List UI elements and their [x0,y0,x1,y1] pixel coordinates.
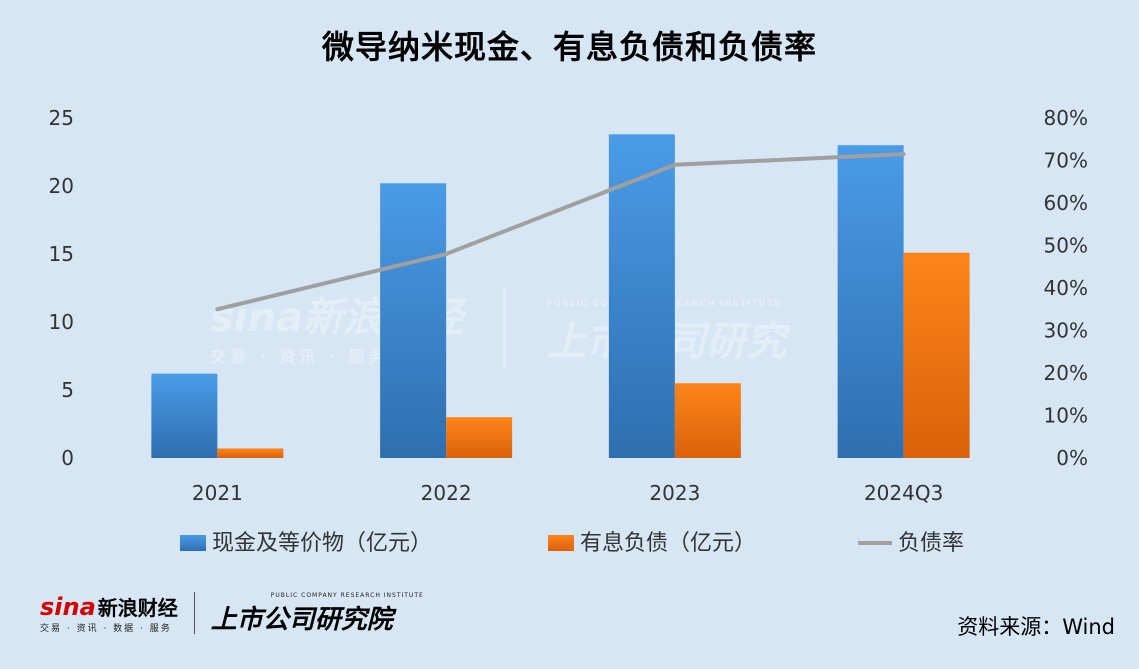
y2-tick-label: 50% [1044,234,1088,258]
research-logo-sub: PUBLIC COMPANY RESEARCH INSTITUTE [270,592,424,599]
legend: 现金及等价物（亿元） 有息负债（亿元） 负债率 [180,531,964,556]
ratio-point-2024Q3 [901,152,906,157]
legend-label-ratio: 负债率 [898,531,964,556]
research-logo: PUBLIC COMPANY RESEARCH INSTITUTE 上市公司研究… [211,592,424,636]
y-tick-label: 5 [61,378,74,402]
legend-label-debt: 有息负债（亿元） [580,531,756,556]
bar-debt-2023 [674,383,741,458]
ratio-point-2021 [215,307,220,312]
bar-cash-2021 [151,373,218,458]
y-tick-label: 0 [61,446,74,470]
bar-debt-2021 [217,448,284,458]
sina-logo-name: 新浪财经 [97,596,178,620]
y2-tick-label: 30% [1044,319,1088,343]
ratio-line [216,152,904,312]
chart-title: 微导纳米现金、有息负债和负债率 [321,28,817,66]
x-tick-label: 2022 [421,481,472,505]
x-tick-label: 2023 [649,481,700,505]
y2-tick-label: 0% [1056,446,1088,470]
y-tick-label: 10 [49,310,74,334]
sina-logo: sina 新浪财经 交易 · 资讯 · 数据 · 服务 [40,592,178,634]
sina-logo-mark: sina [40,593,96,621]
y-tick-label: 25 [49,106,74,130]
bar-cash-2023 [608,134,675,458]
legend-label-cash: 现金及等价物（亿元） [212,531,432,556]
y2-tick-label: 70% [1044,149,1088,173]
bar-debt-2024Q3 [903,252,970,458]
y2-tick-label: 10% [1044,404,1088,428]
legend-swatch-cash [180,535,206,551]
bar-cash-2022 [380,183,447,458]
bar-cash-2024Q3 [837,145,904,458]
source-note: 资料来源：Wind [957,615,1115,639]
sina-logo-sub: 交易 · 资讯 · 数据 · 服务 [40,624,172,634]
legend-swatch-debt [548,535,574,551]
y2-tick-label: 80% [1044,106,1088,130]
research-logo-name: 上市公司研究院 [210,605,393,635]
footer-logos: sina 新浪财经 交易 · 资讯 · 数据 · 服务 PUBLIC COMPA… [40,592,424,640]
watermark-brand-sub: 交易 · 资讯 · 服务 [210,347,389,366]
bar-debt-2022 [446,417,513,458]
y2-tick-label: 60% [1044,191,1088,215]
ratio-point-2023 [672,162,677,167]
y-tick-label: 20 [49,174,74,198]
x-tick-label: 2024Q3 [864,481,943,505]
y2-tick-label: 20% [1044,361,1088,385]
ratio-point-2022 [444,252,449,256]
y-tick-label: 15 [49,242,74,266]
y2-tick-label: 40% [1044,276,1088,300]
x-tick-label: 2021 [192,481,243,505]
